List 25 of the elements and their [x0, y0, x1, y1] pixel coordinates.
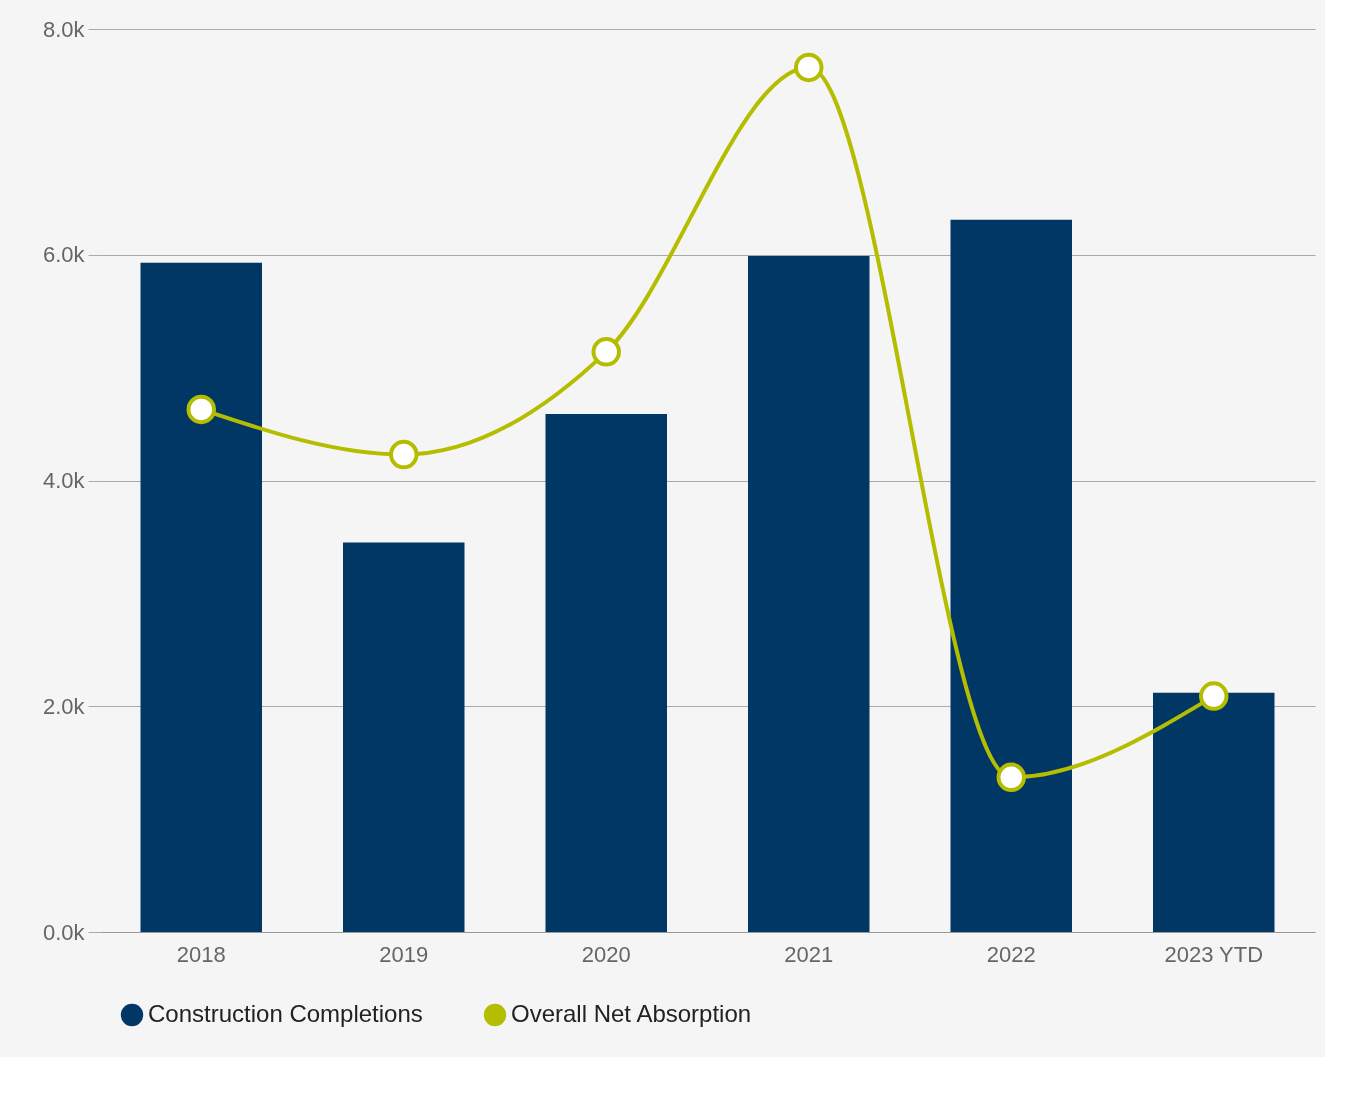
point [591, 337, 621, 367]
x-tick-label: 2019 [379, 941, 429, 967]
bar [545, 413, 667, 932]
x-tick-label: 2023 YTD [1164, 941, 1264, 967]
legend-label: Construction Completions [148, 1000, 423, 1027]
point [186, 394, 216, 425]
point [1199, 681, 1229, 711]
bar [140, 262, 262, 932]
bar [1153, 692, 1275, 932]
y-tick-label: 4.0k [42, 468, 86, 493]
bar [343, 542, 465, 932]
point [996, 762, 1026, 793]
x-tick-label: 2020 [581, 941, 631, 967]
point [389, 439, 419, 470]
x-tick-label: 2021 [784, 941, 834, 967]
x-tick-label: 2022 [986, 941, 1036, 967]
y-tick-label: 8.0k [42, 16, 86, 42]
bar [748, 255, 870, 932]
y-tick-label: 6.0k [42, 242, 86, 268]
bar [950, 219, 1072, 932]
x-tick-label: 2018 [176, 941, 226, 967]
legend-label: Overall Net Absorption [511, 1000, 752, 1027]
y-tick-label: 2.0k [42, 693, 86, 719]
point [794, 52, 824, 83]
y-tick-label: 0.0k [42, 919, 86, 945]
